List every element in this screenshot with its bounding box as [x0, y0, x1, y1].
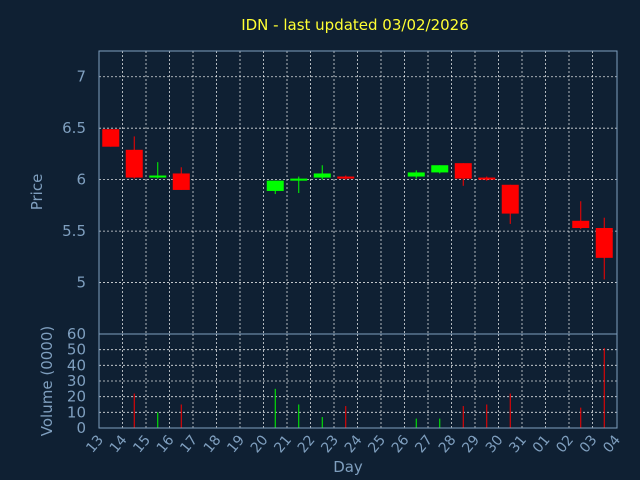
candle-body-28	[454, 163, 472, 179]
x-tick-label: 22	[295, 432, 319, 456]
price-tick-label: 7	[76, 68, 86, 86]
chart-title: IDN - last updated 03/02/2026	[241, 16, 469, 34]
x-axis: 13 14 15 16 17 18 19 20 21 22 23 24 25 26 27 28 29 30 31 01…	[83, 432, 624, 456]
x-tick-label: 29	[459, 432, 483, 456]
x-tick-label: 15	[130, 432, 154, 456]
price-panel: 5 5.5 6 6.5 7	[62, 50, 618, 335]
volume-tick-label: 50	[67, 341, 86, 359]
x-tick-label: 14	[107, 432, 131, 456]
volume-tick-label: 20	[67, 388, 86, 406]
candle-body-21	[290, 178, 308, 181]
candle-body-26	[407, 172, 425, 177]
x-axis-label: Day	[333, 458, 363, 476]
x-tick-label: 02	[553, 432, 577, 456]
x-tick-label: 26	[389, 432, 413, 456]
volume-tick-label: 60	[67, 325, 86, 343]
volume-tick-label: 30	[67, 372, 86, 390]
x-tick-label: 30	[483, 432, 507, 456]
x-tick-label: 16	[154, 432, 178, 456]
price-tick-label: 5.5	[62, 222, 86, 240]
x-tick-label: 19	[224, 432, 248, 456]
x-tick-label: 31	[506, 432, 530, 456]
candle-body-30	[501, 184, 519, 214]
candle-body-14	[125, 149, 143, 178]
price-axis-label: Price	[28, 174, 46, 211]
candle-body-22	[313, 173, 331, 178]
volume-tick-label: 0	[76, 419, 86, 437]
x-tick-label: 23	[318, 432, 342, 456]
x-tick-label: 21	[271, 432, 295, 456]
candle-body-20	[266, 180, 284, 191]
x-tick-label: 20	[248, 432, 272, 456]
price-frame	[98, 50, 618, 335]
x-tick-label: 01	[530, 432, 554, 456]
x-tick-label: 03	[577, 432, 601, 456]
volume-axis-label: Volume (0000)	[38, 326, 56, 436]
candle-body-23	[337, 176, 355, 179]
candle-body-16	[172, 173, 190, 190]
candle-body-15	[149, 175, 167, 178]
x-tick-label: 17	[177, 432, 201, 456]
candle-body-03	[595, 228, 613, 258]
candles	[102, 129, 613, 280]
x-tick-label: 28	[436, 432, 460, 456]
price-tick-label: 6	[76, 171, 86, 189]
price-tick-label: 5	[76, 274, 86, 292]
volume-tick-label: 40	[67, 356, 86, 374]
x-tick-label: 13	[83, 432, 107, 456]
candle-body-02	[572, 220, 590, 229]
price-tick-label: 6.5	[62, 119, 86, 137]
x-tick-label: 04	[600, 432, 624, 456]
volume-frame	[98, 333, 618, 429]
candle-body-13	[102, 129, 120, 147]
x-tick-label: 27	[412, 432, 436, 456]
candle-body-29	[478, 177, 496, 180]
volume-tick-label: 10	[67, 403, 86, 421]
x-tick-label: 18	[201, 432, 225, 456]
x-tick-label: 25	[365, 432, 389, 456]
candle-body-27	[431, 165, 449, 173]
x-tick-label: 24	[342, 432, 366, 456]
